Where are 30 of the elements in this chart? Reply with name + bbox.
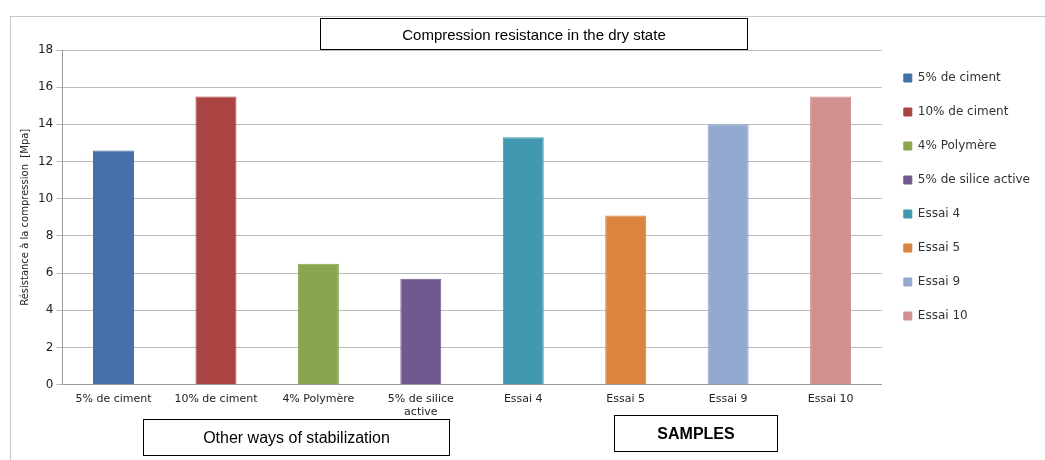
chart-title: Compression resistance in the dry state [320, 18, 748, 50]
legend-label: Essai 9 [917, 274, 961, 289]
y-tick-label: 4 [45, 302, 54, 317]
x-tick-label: 10% de ciment [174, 392, 259, 406]
y-tick-label: 12 [37, 153, 54, 168]
y-tick-label: 10 [37, 190, 54, 205]
legend-label: 4% Polymère [917, 138, 997, 153]
y-tick-label: 16 [37, 79, 54, 94]
x-tick-label: 4% Polymère [282, 392, 355, 406]
text: SAMPLES [614, 415, 778, 452]
legend-label: 5% de ciment [917, 70, 1002, 85]
legend-label: 5% de silice active [917, 172, 1031, 187]
legend-label: Essai 5 [917, 240, 961, 255]
x-tick-label: 5% de silice active [387, 392, 454, 419]
y-tick-label: 8 [45, 228, 54, 243]
x-tick-label: Essai 10 [807, 392, 854, 406]
legend-label: 10% de ciment [917, 104, 1009, 119]
y-axis-title: Résistance à la compression [Mpa] [18, 128, 30, 306]
y-tick-label: 14 [37, 116, 54, 131]
legend-label: Essai 4 [917, 206, 961, 221]
y-tick-label: 0 [45, 376, 54, 391]
y-tick-label: 6 [45, 265, 54, 280]
x-tick-label: Essai 5 [606, 392, 646, 406]
x-tick-label: Essai 9 [708, 392, 748, 406]
x-tick-label: 5% de ciment [75, 392, 153, 406]
x-tick-label: Essai 4 [503, 392, 543, 406]
y-tick-label: 2 [45, 339, 54, 354]
text: Other ways of stabilization [143, 419, 450, 456]
y-tick-label: 18 [37, 42, 54, 57]
legend-label: Essai 10 [917, 308, 968, 323]
